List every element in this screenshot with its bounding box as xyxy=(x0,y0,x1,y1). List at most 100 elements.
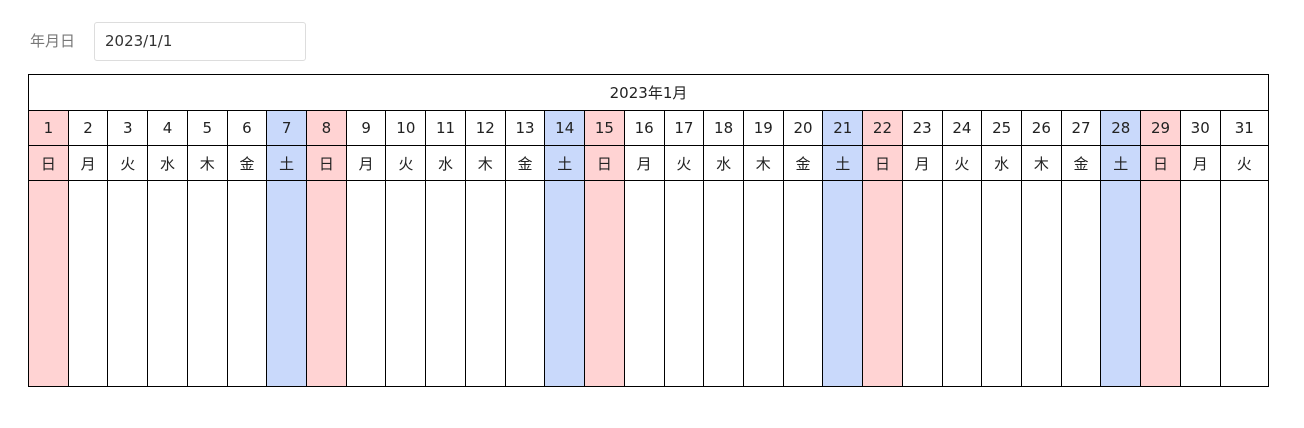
day-cell: 26 xyxy=(1020,110,1062,146)
schedule-cell xyxy=(584,180,625,387)
weekday-cell: 火 xyxy=(941,145,983,181)
schedule-cell xyxy=(901,180,943,387)
day-cell: 4 xyxy=(147,110,188,146)
weekday-cell: 金 xyxy=(1060,145,1102,181)
day-cell: 6 xyxy=(226,110,268,146)
weekday-cell: 土 xyxy=(544,145,586,181)
day-cell: 7 xyxy=(266,110,308,146)
day-cell: 22 xyxy=(862,110,903,146)
schedule-cell xyxy=(1179,180,1221,387)
day-cell: 24 xyxy=(941,110,983,146)
schedule-cell xyxy=(1219,180,1270,387)
day-cell: 9 xyxy=(345,110,387,146)
weekday-cell: 水 xyxy=(425,145,466,181)
schedule-cell xyxy=(226,180,268,387)
day-cell: 5 xyxy=(186,110,228,146)
calendar: 2023年1月 1 2 3 4 5 6 7 8 9 10 11 12 13 14 15 16 17 18 19 20 2… xyxy=(28,74,1270,387)
schedule-cell xyxy=(107,180,149,387)
weekday-cell: 土 xyxy=(266,145,308,181)
title-row: 2023年1月 xyxy=(28,74,1269,111)
day-cell: 19 xyxy=(742,110,784,146)
day-cell: 15 xyxy=(584,110,625,146)
weekday-cell: 金 xyxy=(226,145,268,181)
schedule-cell xyxy=(663,180,705,387)
weekday-cell: 水 xyxy=(147,145,188,181)
day-cell: 8 xyxy=(306,110,347,146)
day-row: 1 2 3 4 5 6 7 8 9 10 11 12 13 14 15 16 17 18 19 20 21 22 23 24 2… xyxy=(28,110,1270,146)
schedule-cell xyxy=(544,180,586,387)
day-cell: 3 xyxy=(107,110,149,146)
weekday-cell: 木 xyxy=(742,145,784,181)
day-cell: 2 xyxy=(67,110,109,146)
day-cell: 27 xyxy=(1060,110,1102,146)
weekday-cell: 月 xyxy=(345,145,387,181)
calendar-body: 2023年1月 1 2 3 4 5 6 7 8 9 10 11 12 13 14 15 16 17 18 19 20 2… xyxy=(28,74,1270,387)
schedule-cell xyxy=(186,180,228,387)
day-cell: 13 xyxy=(504,110,546,146)
weekday-cell: 月 xyxy=(1179,145,1221,181)
weekday-cell: 日 xyxy=(28,145,69,181)
schedule-row xyxy=(28,180,1270,387)
day-cell: 12 xyxy=(464,110,506,146)
weekday-cell: 火 xyxy=(107,145,149,181)
weekday-cell: 日 xyxy=(1140,145,1181,181)
day-cell: 31 xyxy=(1219,110,1270,146)
day-cell: 1 xyxy=(28,110,69,146)
weekday-cell: 金 xyxy=(504,145,546,181)
weekday-cell: 火 xyxy=(385,145,427,181)
schedule-cell xyxy=(345,180,387,387)
schedule-cell xyxy=(862,180,903,387)
weekday-cell: 水 xyxy=(981,145,1022,181)
schedule-cell xyxy=(1020,180,1062,387)
weekday-cell: 土 xyxy=(822,145,864,181)
schedule-cell xyxy=(385,180,427,387)
date-label: 年月日 xyxy=(30,32,76,50)
schedule-cell xyxy=(782,180,824,387)
schedule-cell xyxy=(981,180,1022,387)
schedule-cell xyxy=(703,180,744,387)
day-cell: 30 xyxy=(1179,110,1221,146)
weekday-row: 日月火水木金土日月火水木金土日月火水木金土日月火水木金土日月火 xyxy=(28,145,1270,181)
weekday-cell: 木 xyxy=(464,145,506,181)
day-cell: 20 xyxy=(782,110,824,146)
schedule-cell xyxy=(28,180,69,387)
calendar-title: 2023年1月 xyxy=(28,74,1269,111)
weekday-cell: 土 xyxy=(1100,145,1142,181)
schedule-cell xyxy=(623,180,665,387)
schedule-cell xyxy=(425,180,466,387)
day-cell: 28 xyxy=(1100,110,1142,146)
schedule-cell xyxy=(266,180,308,387)
weekday-cell: 日 xyxy=(306,145,347,181)
schedule-cell xyxy=(1100,180,1142,387)
schedule-cell xyxy=(147,180,188,387)
schedule-cell xyxy=(1060,180,1102,387)
schedule-cell xyxy=(504,180,546,387)
day-cell: 18 xyxy=(703,110,744,146)
schedule-cell xyxy=(742,180,784,387)
day-cell: 29 xyxy=(1140,110,1181,146)
day-cell: 16 xyxy=(623,110,665,146)
schedule-cell xyxy=(941,180,983,387)
day-cell: 21 xyxy=(822,110,864,146)
weekday-cell: 月 xyxy=(67,145,109,181)
weekday-cell: 木 xyxy=(186,145,228,181)
weekday-cell: 日 xyxy=(584,145,625,181)
weekday-cell: 月 xyxy=(623,145,665,181)
day-cell: 14 xyxy=(544,110,586,146)
schedule-cell xyxy=(464,180,506,387)
weekday-cell: 日 xyxy=(862,145,903,181)
schedule-cell xyxy=(306,180,347,387)
weekday-cell: 火 xyxy=(663,145,705,181)
day-cell: 17 xyxy=(663,110,705,146)
weekday-cell: 木 xyxy=(1020,145,1062,181)
weekday-cell: 火 xyxy=(1219,145,1270,181)
schedule-cell xyxy=(1140,180,1181,387)
day-cell: 10 xyxy=(385,110,427,146)
schedule-cell xyxy=(67,180,109,387)
date-input[interactable]: 2023/1/1 xyxy=(94,22,306,61)
day-cell: 23 xyxy=(901,110,943,146)
weekday-cell: 水 xyxy=(703,145,744,181)
schedule-cell xyxy=(822,180,864,387)
day-cell: 25 xyxy=(981,110,1022,146)
